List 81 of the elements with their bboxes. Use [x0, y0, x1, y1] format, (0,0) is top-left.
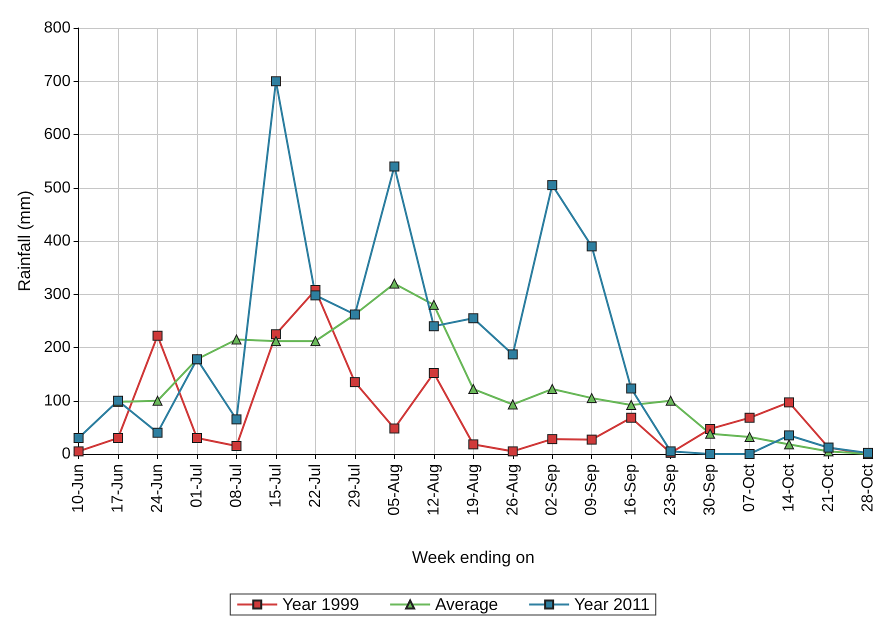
point — [74, 446, 84, 456]
point — [152, 330, 163, 341]
point — [626, 384, 636, 394]
point — [389, 161, 400, 172]
x-tick-label: 10-Jun — [70, 464, 88, 513]
x-axis-title: Week ending on — [412, 548, 535, 567]
point — [231, 414, 242, 424]
point — [270, 329, 281, 340]
point — [231, 441, 242, 452]
x-tick-label: 17-Jun — [110, 464, 127, 513]
point — [744, 432, 755, 442]
x-tick-label: 08-Jul — [228, 464, 245, 508]
x-tick-label: 07-Oct — [741, 463, 758, 512]
x-tick-label: 29-Jul — [346, 464, 364, 508]
point — [744, 412, 755, 423]
point — [784, 430, 794, 440]
x-tick-label: 19-Aug — [464, 464, 482, 516]
point — [508, 349, 518, 360]
point — [310, 336, 320, 346]
y-tick-label: 100 — [44, 392, 71, 410]
point — [547, 434, 558, 444]
y-tick-label: 700 — [44, 72, 71, 90]
y-tick-label: 800 — [44, 20, 71, 36]
y-tick-label: 300 — [44, 286, 71, 303]
point — [547, 384, 558, 394]
point — [468, 313, 478, 324]
x-tick-label: 05-Aug — [386, 464, 403, 516]
legend-label: Average — [435, 595, 498, 614]
point — [231, 334, 242, 345]
x-tick-label: 02-Sep — [544, 464, 561, 516]
point — [705, 449, 716, 459]
point — [784, 397, 794, 408]
x-tick-label: 26-Aug — [504, 464, 522, 516]
x-tick-label: 01-Jul — [188, 464, 206, 508]
x-tick-label: 12-Aug — [425, 464, 442, 516]
point — [784, 439, 794, 450]
x-tick-label: 30-Sep — [702, 464, 719, 516]
x-tick-label: 15-Jul — [267, 464, 284, 508]
point — [508, 446, 518, 456]
point — [626, 400, 636, 410]
y-tick-label: 200 — [44, 339, 71, 356]
legend-label: Year 2011 — [574, 595, 650, 614]
point — [270, 76, 281, 86]
point — [428, 300, 439, 310]
x-tick-label: 16-Sep — [622, 464, 640, 516]
point — [152, 396, 163, 406]
point — [666, 396, 676, 406]
point — [428, 321, 439, 332]
point — [350, 377, 360, 388]
y-tick-label: 500 — [44, 179, 71, 196]
x-tick-label: 22-Jul — [306, 464, 324, 508]
point — [586, 434, 597, 445]
point — [428, 368, 439, 378]
point — [389, 423, 400, 434]
point — [113, 433, 124, 444]
point — [389, 278, 400, 289]
point — [310, 290, 320, 300]
y-tick-label: 400 — [44, 232, 71, 250]
y-axis-title: Rainfall (mm) — [15, 190, 34, 292]
x-tick-label: 28-Oct — [860, 463, 876, 512]
point — [152, 428, 163, 438]
point — [705, 428, 716, 439]
x-tick-label: 21-Oct — [820, 463, 838, 512]
point — [626, 412, 636, 423]
y-tick-label: 0 — [62, 446, 71, 462]
point — [586, 393, 597, 404]
point — [468, 384, 478, 394]
point — [192, 433, 202, 444]
point — [744, 449, 755, 459]
y-tick-label: 600 — [44, 126, 71, 143]
x-tick-label: 14-Oct — [780, 463, 798, 512]
point — [270, 336, 281, 346]
point — [508, 399, 518, 410]
x-tick-label: 23-Sep — [662, 464, 680, 516]
point — [547, 180, 558, 190]
point — [468, 439, 478, 450]
x-tick-label: 09-Sep — [583, 464, 600, 516]
point — [586, 241, 597, 252]
x-tick-label: 24-Jun — [149, 464, 166, 513]
legend-label: Year 1999 — [282, 595, 360, 614]
point — [74, 433, 84, 444]
